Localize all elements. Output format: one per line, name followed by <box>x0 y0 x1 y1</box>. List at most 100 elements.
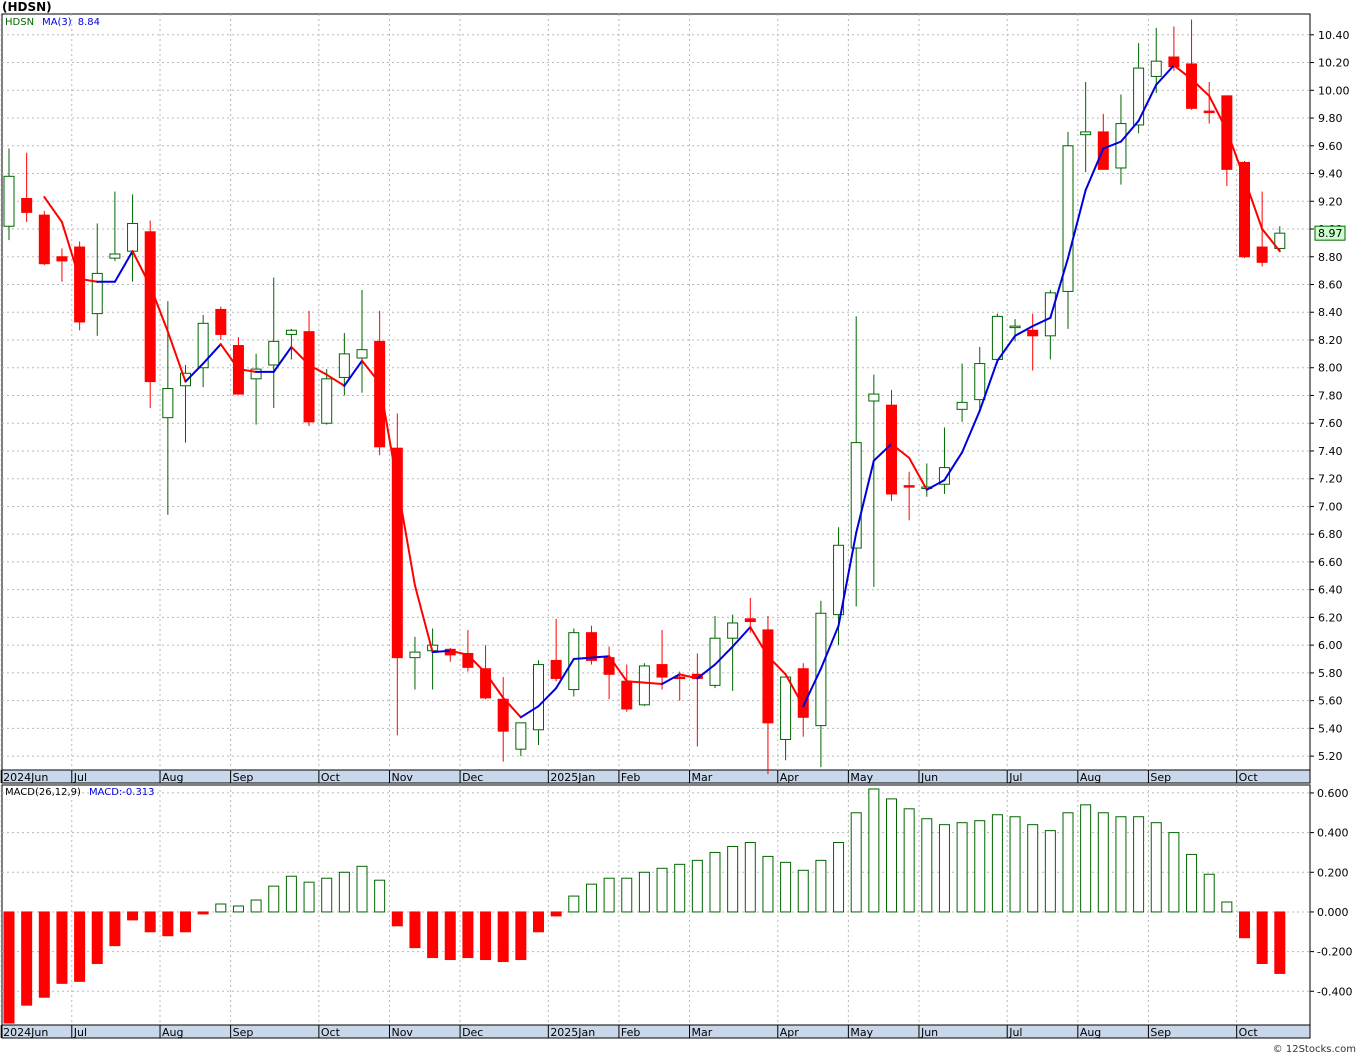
date-label: Dec <box>462 771 483 784</box>
ma3-segment <box>555 658 575 690</box>
ma3-segment <box>996 334 1017 362</box>
price-tick-label: 7.00 <box>1318 500 1343 513</box>
macd-bar-positive <box>727 845 739 913</box>
candle-down <box>585 632 597 661</box>
candle-up <box>321 378 333 424</box>
macd-value: MACD:-0.313 <box>89 787 155 798</box>
ma3-segment <box>855 459 875 534</box>
macd-bar-positive <box>1027 824 1039 913</box>
date-label: Sep <box>233 1026 254 1039</box>
ma3-segment <box>78 277 99 283</box>
price-tick-label: 8.60 <box>1318 278 1343 291</box>
price-tick-label: 5.40 <box>1318 722 1343 735</box>
macd-bar-negative <box>109 911 121 947</box>
ma3-segment <box>925 479 946 491</box>
ma3-segment <box>908 456 928 491</box>
ma3-segment <box>113 250 134 283</box>
macd-bar-positive <box>621 877 633 913</box>
ma3-segment <box>1084 147 1105 192</box>
ma3-segment <box>661 673 681 685</box>
ma3-segment <box>396 483 416 587</box>
price-tick-label: 8.00 <box>1318 362 1343 375</box>
price-tick-label: 9.60 <box>1318 140 1343 153</box>
macd-bar-positive <box>638 871 650 913</box>
price-tick-label: 8.20 <box>1318 334 1343 347</box>
candle-down <box>886 404 897 495</box>
ma3-segment <box>784 673 805 708</box>
ma3-segment <box>431 649 452 654</box>
ma3-segment <box>449 649 469 656</box>
macd-bar-positive <box>374 879 386 913</box>
date-label: Feb <box>621 771 640 784</box>
macd-bar-negative <box>409 911 421 949</box>
ma3-segment <box>1261 228 1281 253</box>
candle-up <box>1062 145 1074 292</box>
macd-panel: -0.400 -0.200 0.000 0.200 0.400 0.600 2024Jun J… <box>0 784 1352 1039</box>
price-tick-label: 9.40 <box>1318 168 1343 181</box>
ma3-segment <box>519 705 540 719</box>
candle-up <box>568 632 580 691</box>
macd-bar-positive <box>285 875 297 913</box>
macd-bar-positive <box>797 869 809 913</box>
candle-up <box>868 393 880 402</box>
macd-bar-positive <box>356 865 368 913</box>
macd-bar-negative <box>391 911 403 927</box>
candle-up <box>338 353 350 378</box>
macd-tick-label: -0.400 <box>1317 985 1352 998</box>
date-label: Oct <box>1239 1026 1259 1039</box>
candle-down <box>303 331 315 423</box>
macd-bar-negative <box>1274 911 1286 974</box>
macd-bar-positive <box>232 905 244 913</box>
macd-tick-label: 0.600 <box>1317 787 1349 800</box>
candle-up <box>991 315 1003 360</box>
macd-bar-positive <box>974 820 986 913</box>
ma3-segment <box>1243 178 1264 231</box>
ma3-segment <box>131 250 152 287</box>
macd-bar-positive <box>250 899 262 913</box>
macd-bar-positive <box>886 798 897 913</box>
candle-down <box>21 197 33 213</box>
price-tick-label: 7.80 <box>1318 389 1343 402</box>
candle-down <box>374 340 386 448</box>
candle-up <box>1150 60 1162 77</box>
price-tick-label: 6.20 <box>1318 611 1343 624</box>
ma3-segment <box>378 381 399 486</box>
macd-bar-negative <box>180 911 191 933</box>
macd-bar-positive <box>815 859 827 913</box>
macd-bar-positive <box>868 788 880 913</box>
macd-bar-positive <box>1221 901 1233 913</box>
date-label: Mar <box>692 771 713 784</box>
price-tick-label: 10.20 <box>1318 57 1350 70</box>
macd-bar-negative <box>21 911 33 1006</box>
ma3-segment <box>272 345 293 373</box>
ma3-segment <box>537 687 558 708</box>
macd-bar-negative <box>38 911 50 998</box>
macd-bar-negative <box>197 911 209 915</box>
ma3-segment <box>502 696 522 719</box>
macd-plot-frame <box>1 784 1311 1026</box>
candle-down <box>744 618 756 623</box>
date-label: Jun <box>920 1026 938 1039</box>
ma3-segment <box>1102 140 1122 150</box>
macd-bar-positive <box>1062 812 1074 913</box>
ma3-segment <box>184 362 205 383</box>
macd-bar-negative <box>480 911 492 961</box>
price-tick-label: 9.20 <box>1318 195 1343 208</box>
macd-bar-positive <box>1186 853 1198 913</box>
candle-down <box>762 629 774 724</box>
macd-bar-positive <box>691 859 703 913</box>
ma3-segment <box>484 671 505 699</box>
ma3-segment <box>149 284 169 333</box>
date-label: 2024Jun <box>3 1026 48 1039</box>
candle-up <box>974 363 986 401</box>
macd-bar-positive <box>956 822 968 913</box>
ma3-segment <box>572 656 593 661</box>
ma3-segment <box>643 681 664 685</box>
date-label: Dec <box>462 1026 483 1039</box>
ma3-segment <box>837 531 858 627</box>
date-label: Apr <box>780 1026 800 1039</box>
price-plot-frame <box>1 13 1311 771</box>
price-tick-label: 7.40 <box>1318 445 1343 458</box>
macd-bar-positive <box>744 842 756 913</box>
ma3-segment <box>1067 189 1087 260</box>
